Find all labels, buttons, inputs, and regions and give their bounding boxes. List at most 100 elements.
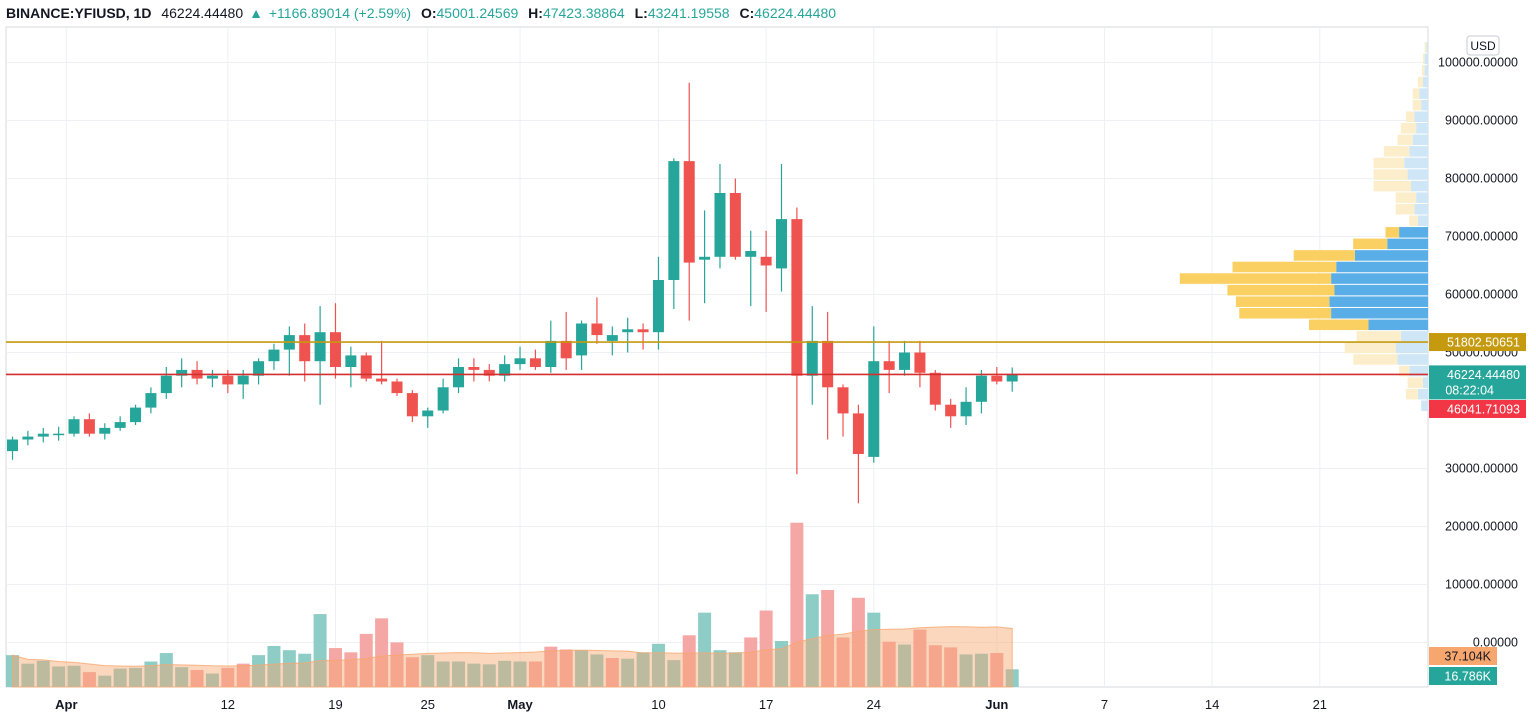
grid	[6, 27, 1428, 687]
volume-bar	[928, 645, 942, 687]
volume-profile-sell	[1373, 157, 1405, 169]
volume-bar	[436, 661, 450, 687]
candle-body	[268, 349, 280, 362]
volume-bar	[867, 612, 881, 687]
volume-bar	[759, 610, 773, 687]
time-axis[interactable]: Apr 12 19 25 May 10 17 24 Jun 7 14 21	[55, 697, 1327, 712]
volume-bar	[575, 650, 589, 687]
candle-body	[545, 340, 557, 367]
candle-body	[68, 419, 80, 434]
y-tick-label: 30000.00000	[1445, 462, 1518, 476]
volume-bar	[452, 661, 466, 687]
volume-bar	[544, 646, 558, 687]
candle-body	[329, 332, 341, 367]
volume-profile-buy	[1404, 157, 1428, 169]
candle-body	[760, 256, 772, 266]
close-label: C:	[739, 5, 755, 21]
low-label: L:	[634, 5, 648, 21]
plot-border	[5, 26, 1429, 688]
high-value: 47423.38864	[542, 5, 625, 21]
volume-profile-buy	[1411, 180, 1428, 192]
volume-profile-buy	[1387, 238, 1428, 250]
candle-body	[468, 367, 480, 370]
candle-body	[83, 419, 95, 434]
currency-badge[interactable]: USD	[1466, 35, 1500, 56]
volume-bar	[636, 652, 650, 687]
volume-profile-sell	[1405, 111, 1415, 122]
volume-profile-buy	[1414, 203, 1428, 215]
candle-body	[791, 219, 803, 376]
volume-bar	[790, 522, 804, 687]
volume-profile-buy	[1426, 42, 1428, 53]
open-label: O:	[420, 5, 437, 21]
candle-body	[606, 335, 618, 341]
volume-profile-buy	[1421, 400, 1428, 411]
volume-bar	[528, 661, 542, 687]
volume-bar	[621, 658, 635, 687]
volume-profile-sell	[1309, 319, 1369, 331]
candle-body	[714, 193, 726, 257]
volume-profile-sell	[1239, 307, 1332, 319]
candle-body	[299, 335, 311, 362]
candle-body	[883, 361, 895, 370]
volume-bar	[990, 653, 1004, 687]
candle-body	[837, 387, 849, 414]
volume-bar	[252, 655, 266, 687]
x-tick-label: 10	[651, 697, 665, 712]
volume-bar	[713, 650, 727, 687]
candle-body	[699, 256, 711, 260]
close-value: 46224.44480	[754, 5, 837, 21]
volume-ma-box	[1429, 647, 1497, 665]
volume-profile-buy	[1400, 331, 1428, 342]
volume-profile-buy	[1409, 146, 1428, 157]
volume-bar	[821, 590, 835, 687]
candle-body	[914, 352, 926, 373]
volume-profile-sell	[1383, 146, 1410, 157]
x-tick-label: 14	[1205, 697, 1219, 712]
volume-profile-buy	[1334, 284, 1428, 296]
volume-bar	[236, 663, 250, 687]
y-tick-label: 90000.00000	[1445, 114, 1518, 128]
support-price-label: 46041.71093	[1447, 403, 1520, 417]
resistance-price-box	[1429, 333, 1526, 352]
volume-bar	[467, 663, 481, 687]
low-value: 43241.19558	[647, 5, 730, 21]
volume-bar	[221, 667, 235, 687]
volume-bar	[974, 653, 988, 687]
last-price-label: 46224.44480	[1447, 368, 1520, 382]
candle-body	[852, 413, 864, 454]
candle-body	[483, 369, 495, 376]
candle-body	[806, 340, 818, 376]
candle-body	[560, 340, 572, 359]
volume-bar	[205, 673, 219, 687]
volume-bar	[282, 650, 296, 687]
y-tick-label: 10000.00000	[1445, 578, 1518, 592]
high-label: H:	[528, 5, 543, 21]
candle-body	[206, 375, 218, 379]
candle-body	[514, 358, 526, 365]
volume-bar	[498, 660, 512, 687]
volume-bar	[344, 652, 358, 687]
volume-profile-buy	[1395, 342, 1428, 354]
price-axis[interactable]: 100000.00000 90000.00000 80000.00000 70000.…	[1429, 56, 1526, 686]
volume-profile-sell	[1422, 65, 1425, 76]
candle-body	[529, 358, 541, 367]
volume-profile-sell	[1232, 261, 1337, 273]
x-tick-label: 24	[867, 697, 881, 712]
volume-profile-buy	[1412, 134, 1428, 146]
volume-profile-sell	[1373, 180, 1411, 192]
symbol-title: BINANCE:YFIUSD, 1D	[6, 5, 152, 21]
candle-body	[960, 401, 972, 417]
x-tick-label: May	[507, 697, 533, 712]
volume-bar	[805, 594, 819, 687]
last-price: 46224.44480	[161, 5, 244, 21]
volume-profile-sell	[1422, 53, 1425, 65]
candle-body	[622, 329, 634, 333]
volume-profile-buy	[1416, 123, 1428, 134]
candle-body	[776, 219, 787, 269]
volume-profile-buy	[1409, 365, 1428, 377]
volume-profile-sell	[1395, 203, 1415, 215]
candle-body	[345, 355, 357, 367]
price-change: +1166.89014 (+2.59%)	[268, 5, 412, 21]
